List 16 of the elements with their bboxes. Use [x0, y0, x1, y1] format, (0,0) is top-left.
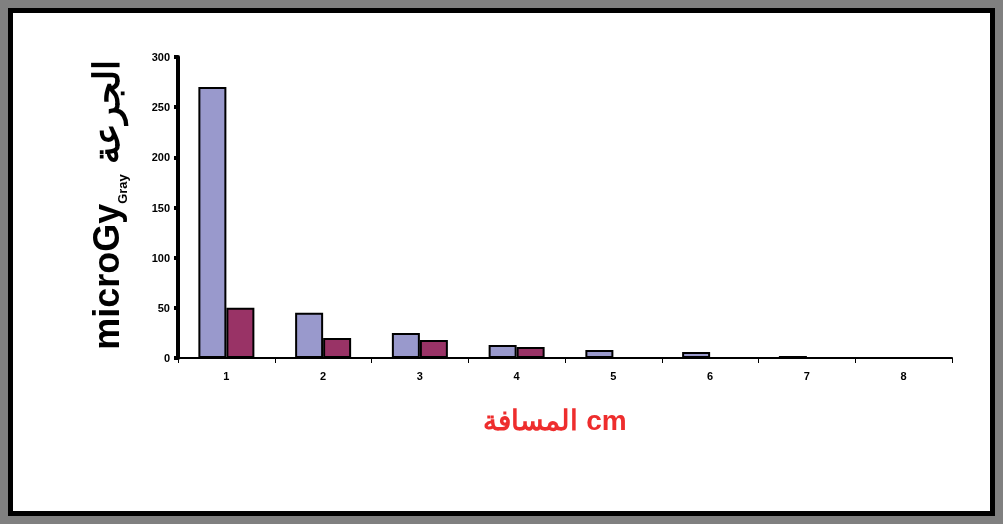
- x-tick-label: 6: [707, 369, 714, 382]
- x-axis-title: المسافة cm: [483, 403, 627, 437]
- x-tick-label: 1: [223, 369, 230, 382]
- x-tick-label: 2: [320, 369, 327, 382]
- x-tick-label: 4: [513, 369, 521, 382]
- y-tick-label: 50: [157, 301, 170, 314]
- x-tick-label: 3: [416, 369, 423, 382]
- y-tick-label: 200: [151, 151, 170, 164]
- y-tick-label: 100: [151, 251, 170, 264]
- y-tick-label: 300: [151, 51, 170, 63]
- y-tick-label: 150: [151, 201, 170, 214]
- y-tick-label: 0: [163, 352, 170, 364]
- x-tick-label: 7: [803, 369, 810, 382]
- x-tick-label: 5: [610, 369, 617, 382]
- x-tick-label: 8: [900, 369, 907, 382]
- y-tick-label: 250: [151, 101, 170, 114]
